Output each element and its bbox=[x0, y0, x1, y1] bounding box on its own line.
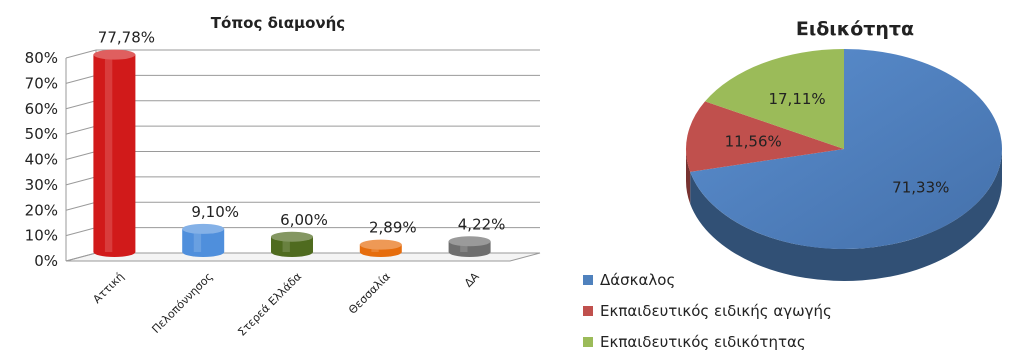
bar-chart-y-tick-label: 40% bbox=[25, 151, 58, 169]
bar-chart-y-tick-label: 80% bbox=[25, 49, 58, 67]
bar-chart: Τόπος διαμονής 0% 10% 20% 30% 40% 50% 60% 70% 80… bbox=[25, 14, 541, 339]
bar-top bbox=[359, 239, 402, 250]
bar-top bbox=[93, 49, 136, 60]
bar-chart-y-tick-label: 70% bbox=[25, 74, 58, 92]
bar-3 bbox=[359, 239, 402, 257]
bar-chart-gridline bbox=[65, 176, 97, 186]
bar-highlight bbox=[460, 241, 468, 252]
bar-1 bbox=[182, 223, 225, 257]
pie-slice-1 bbox=[686, 101, 844, 172]
bar-chart-y-tick-label: 20% bbox=[25, 201, 58, 219]
bar-body bbox=[182, 228, 225, 257]
bar-chart-gridline bbox=[65, 151, 97, 160]
bar-chart-y-tick-label: 50% bbox=[25, 125, 58, 143]
bar-value-label: 77,78% bbox=[98, 29, 155, 47]
pie-chart-slice-labels: 71,33% 11,56% 17,11% bbox=[725, 90, 950, 196]
bar-highlight bbox=[282, 236, 290, 252]
bar-chart-title: Τόπος διαμονής bbox=[211, 14, 345, 32]
bar-value-label: 6,00% bbox=[280, 211, 328, 229]
bar-chart-gridline bbox=[65, 227, 97, 237]
bar-chart-y-axis: 0% 10% 20% 30% 40% 50% 60% 70% 80% bbox=[25, 49, 58, 270]
pie-slice-2 bbox=[705, 49, 844, 149]
pie-chart-legend: Δάσκαλος Εκπαιδευτικός ειδικής αγωγής Εκπα… bbox=[583, 271, 832, 351]
bar-chart-y-tick-label: 0% bbox=[34, 252, 58, 270]
bar-chart-grid bbox=[65, 49, 541, 262]
bar-chart-x-axis: Αττική Πελοπόννησος Στερεά Ελλάδα Θεσσαλία Δ… bbox=[90, 270, 482, 339]
bar-value-label: 2,89% bbox=[369, 219, 417, 237]
bar-chart-value-labels: 77,78% 9,10% 6,00% 2,89% 4,22% bbox=[98, 29, 506, 237]
pie-slice-0 bbox=[690, 49, 1002, 249]
pie-chart-body bbox=[686, 49, 1002, 282]
bar-category-label: Θεσσαλία bbox=[346, 270, 393, 317]
bar-highlight bbox=[104, 54, 113, 252]
bar-value-label: 9,10% bbox=[191, 203, 239, 221]
bar-category-label: Αττική bbox=[90, 270, 126, 306]
pie-slice-side-0 bbox=[690, 149, 1002, 282]
bar-category-label: ΔΑ bbox=[462, 270, 482, 290]
pie-value-label: 11,56% bbox=[725, 132, 782, 150]
bar-chart-gridline bbox=[65, 125, 97, 135]
bar-highlight bbox=[193, 228, 202, 252]
bar-chart-y-tick-label: 60% bbox=[25, 100, 58, 118]
bar-2 bbox=[271, 231, 313, 257]
bar-chart-gridline bbox=[65, 74, 97, 84]
bar-chart-gridline bbox=[65, 201, 97, 211]
bar-top bbox=[182, 223, 225, 234]
pie-slice-side-1 bbox=[686, 149, 691, 204]
bar-top bbox=[271, 231, 313, 242]
pie-legend-label: Εκπαιδευτικός ειδικής αγωγής bbox=[600, 302, 832, 320]
bar-4 bbox=[448, 236, 491, 257]
bar-chart-gridline bbox=[65, 252, 97, 262]
bar-chart-gridline bbox=[65, 49, 97, 59]
pie-chart: Ειδικότητα 71,33% 11,56% 17,11% Δάσκαλος Εκ… bbox=[583, 18, 1002, 351]
pie-chart-title: Ειδικότητα bbox=[796, 18, 914, 40]
bar-body bbox=[271, 236, 313, 257]
bar-body bbox=[93, 54, 136, 257]
bar-top bbox=[448, 236, 491, 247]
pie-legend-label: Δάσκαλος bbox=[600, 271, 675, 289]
pie-value-label: 17,11% bbox=[768, 90, 825, 108]
bar-chart-bars bbox=[93, 49, 491, 257]
bar-0 bbox=[93, 49, 136, 257]
pie-value-label: 71,33% bbox=[892, 179, 949, 197]
bar-chart-y-tick-label: 10% bbox=[25, 227, 58, 245]
pie-legend-swatch bbox=[583, 275, 593, 285]
bar-chart-gridline bbox=[65, 100, 97, 110]
pie-legend-label: Εκπαιδευτικός ειδικότητας bbox=[600, 333, 806, 351]
pie-legend-swatch bbox=[583, 337, 593, 347]
pie-legend-swatch bbox=[583, 306, 593, 316]
bar-category-label: Στερεά Ελλάδα bbox=[235, 270, 304, 339]
bar-category-label: Πελοπόννησος bbox=[149, 270, 215, 336]
bar-value-label: 4,22% bbox=[458, 215, 506, 233]
bar-chart-y-tick-label: 30% bbox=[25, 176, 58, 194]
